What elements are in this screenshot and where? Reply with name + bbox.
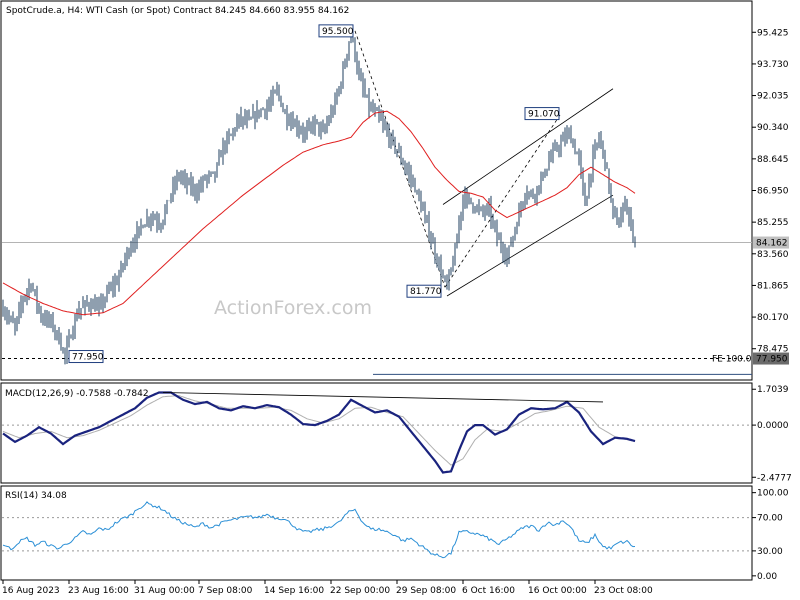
price-y-axis: 95.425 93.730 92.035 90.340 88.645 86.950 85.2… — [752, 28, 789, 355]
rsi-y-tick-label: 70.00 — [757, 514, 783, 524]
price-y-tick-label: 90.340 — [757, 123, 789, 133]
price-annotation-box — [524, 107, 560, 121]
macd-signal-line — [2, 395, 636, 466]
x-tick-label: 23 Oct 08:00 — [594, 586, 653, 596]
price-marks: FE 100.0 77.950 84.162 95.500 91.070 81.770 77… — [2, 24, 789, 375]
rsi-panel: RSI(14) 34.08 100.00 70.00 30.00 0.00 — [0, 485, 789, 582]
price-annotation-box — [318, 24, 354, 38]
macd-panel-frame — [0, 382, 753, 484]
x-tick-label: 6 Oct 16:00 — [462, 586, 515, 596]
x-tick-label: 16 Aug 2023 — [2, 586, 60, 596]
rsi-y-axis: 100.00 70.00 30.00 0.00 — [752, 489, 789, 582]
rsi-panel-frame — [0, 485, 753, 581]
moving-average-line — [2, 110, 636, 316]
price-annotation-label: 81.770 — [410, 287, 442, 297]
price-panel: ActionForex.com SpotCrude.a, H4: WTI Cas… — [0, 0, 789, 381]
macd-trendline — [162, 392, 604, 403]
x-tick-label: 16 Oct 00:00 — [528, 586, 587, 596]
current-price-label: 84.162 — [756, 239, 788, 249]
macd-panel: MACD(12,26,9) -0.7588 -0.7842 1.7039 0.00… — [0, 382, 792, 484]
x-tick-label: 23 Aug 16:00 — [68, 586, 129, 596]
price-y-tick-label: 85.255 — [757, 218, 789, 228]
watermark: ActionForex.com — [214, 297, 372, 319]
swing-line-up — [444, 113, 562, 288]
price-y-tick-label: 83.560 — [757, 250, 789, 260]
macd-main-line — [2, 391, 636, 474]
rsi-line — [2, 501, 636, 559]
time-axis: 16 Aug 2023 23 Aug 16:00 31 Aug 00:00 7 Sep… — [2, 580, 653, 596]
fe-level-value-label: 77.950 — [756, 355, 788, 365]
rsi-y-tick-label: 30.00 — [757, 547, 783, 557]
fe-level-value-box — [753, 352, 789, 365]
rsi-y-tick-label: 100.00 — [757, 489, 789, 499]
price-y-tick-label: 92.035 — [757, 92, 789, 102]
x-tick-label: 29 Sep 08:00 — [396, 586, 456, 596]
x-tick-label: 31 Aug 00:00 — [134, 586, 195, 596]
price-annotation-label: 95.500 — [322, 27, 354, 37]
price-y-tick-label: 88.645 — [757, 155, 789, 165]
macd-y-axis: 1.7039 0.0000 -2.4777 — [752, 385, 792, 483]
price-annotation-box — [68, 350, 104, 364]
price-y-tick-label: 93.730 — [757, 60, 789, 70]
macd-title: MACD(12,26,9) -0.7588 -0.7842 — [5, 389, 149, 399]
channel-upper-line — [442, 88, 614, 205]
macd-y-tick-label: -2.4777 — [757, 473, 792, 483]
fe-level-label: FE 100.0 — [712, 355, 752, 365]
price-y-tick-label: 80.170 — [757, 313, 789, 323]
current-price-box — [753, 236, 789, 249]
rsi-marks — [2, 501, 752, 559]
chart-title: SpotCrude.a, H4: WTI Cash (or Spot) Cont… — [6, 6, 349, 16]
price-y-tick-label: 95.425 — [757, 28, 789, 38]
price-y-tick-label: 78.475 — [757, 345, 789, 355]
rsi-y-tick-label: 0.00 — [757, 572, 777, 582]
rsi-title: RSI(14) 34.08 — [5, 491, 67, 501]
x-tick-label: 7 Sep 08:00 — [198, 586, 253, 596]
macd-marks — [2, 391, 752, 474]
price-annotation-label: 77.950 — [72, 353, 104, 363]
price-annotation-label: 91.070 — [528, 110, 560, 120]
x-tick-label: 14 Sep 16:00 — [264, 586, 324, 596]
price-annotation-box — [406, 284, 442, 298]
x-tick-label: 22 Sep 00:00 — [330, 586, 390, 596]
price-panel-frame — [0, 0, 753, 381]
price-y-tick-label: 86.950 — [757, 187, 789, 197]
price-y-tick-label: 81.865 — [757, 281, 789, 291]
channel-lower-line — [446, 194, 614, 297]
macd-y-tick-label: 1.7039 — [757, 385, 789, 395]
macd-y-tick-label: 0.0000 — [757, 421, 789, 431]
